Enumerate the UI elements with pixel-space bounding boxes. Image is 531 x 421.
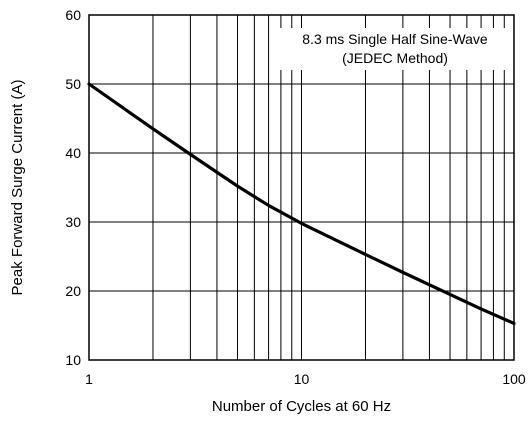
annotation-line-2: (JEDEC Method)	[342, 50, 448, 66]
plot-frame	[88, 14, 515, 361]
y-axis-title: Peak Forward Surge Current (A)	[9, 80, 26, 296]
y-tick-label: 40	[65, 145, 81, 161]
y-tick-label: 50	[65, 76, 81, 92]
y-tick-label: 10	[65, 352, 81, 368]
x-tick-label: 10	[294, 371, 310, 387]
annotation-background	[277, 28, 513, 70]
annotation-line-1: 8.3 ms Single Half Sine-Wave	[302, 31, 488, 47]
curve-layer	[87, 82, 516, 326]
y-tick-label: 60	[65, 7, 81, 23]
x-tick-label: 100	[502, 371, 526, 387]
x-tick-label: 1	[85, 371, 93, 387]
y-tick-label: 30	[65, 214, 81, 230]
surge-current-curve	[87, 82, 516, 326]
x-axis-title: Number of Cycles at 60 Hz	[212, 398, 391, 415]
y-tick-label: 20	[65, 283, 81, 299]
